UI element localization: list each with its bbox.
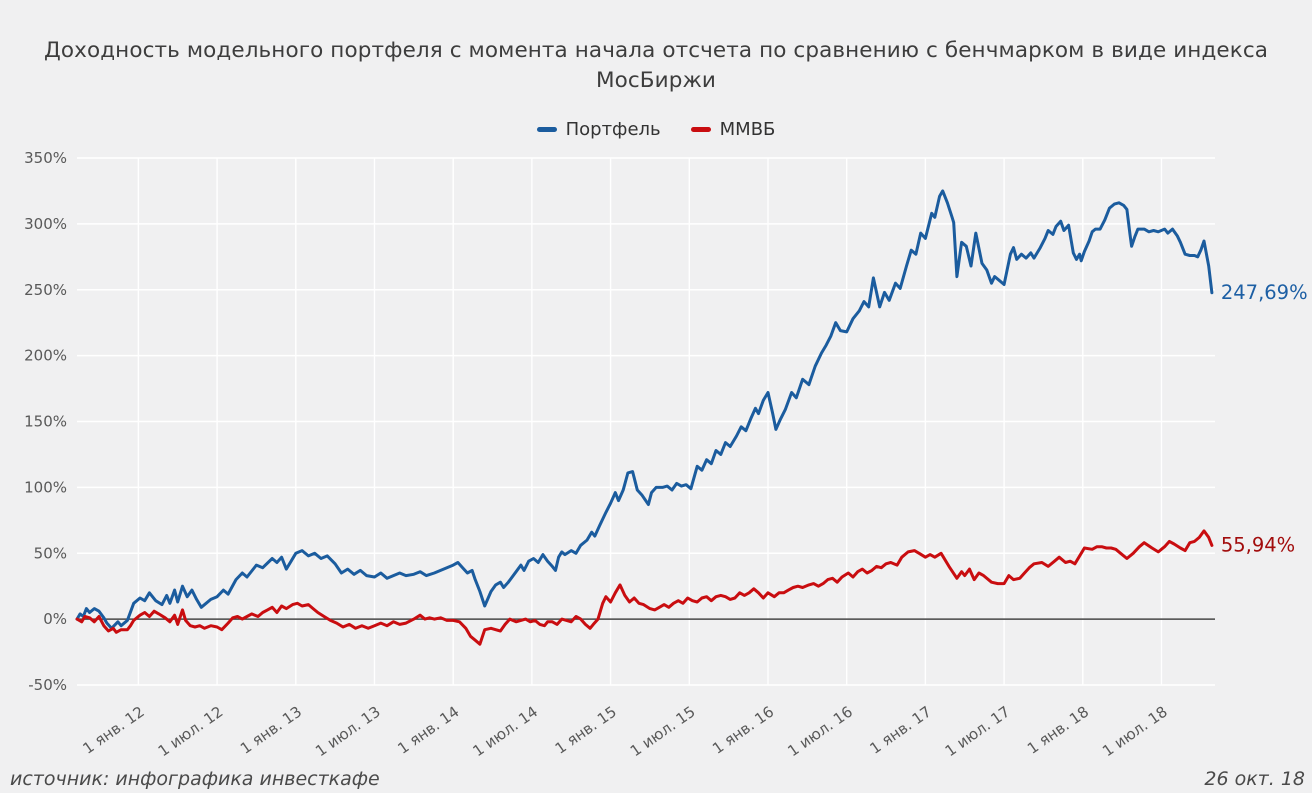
micex-series-swatch (690, 127, 711, 132)
legend-item-micex[interactable]: ММВБ (690, 119, 776, 140)
y-axis-tick-label: 100% (24, 478, 67, 496)
chart-legend: Портфель ММВБ (0, 119, 1312, 140)
legend-item-portfolio[interactable]: Портфель (536, 119, 661, 140)
y-axis-tick-label: 300% (24, 215, 67, 233)
y-axis-tick-label: 250% (24, 281, 67, 299)
legend-label-micex: ММВБ (719, 119, 776, 140)
series-end-label-ММВБ: 55,94% (1221, 533, 1295, 556)
series-line-ММВБ (75, 529, 1214, 646)
y-axis-tick-label: 350% (24, 149, 67, 167)
chart-title: Доходность модельного портфеля с момента… (43, 38, 1269, 93)
series-end-label-Портфель: 247,69% (1221, 281, 1308, 304)
date-note: 26 окт. 18 (1204, 768, 1305, 790)
y-axis-tick-label: 200% (24, 347, 67, 365)
bottom-white-strip (0, 793, 1312, 800)
source-note: источник: инфографика инвесткафе (10, 768, 380, 790)
y-axis-tick-label: -50% (28, 676, 67, 694)
y-axis-tick-label: 50% (34, 544, 67, 562)
series-line-Портфель (75, 189, 1214, 630)
portfolio-series-swatch (536, 127, 557, 132)
legend-label-portfolio: Портфель (565, 119, 661, 140)
y-axis-tick-label: 0% (43, 610, 67, 628)
y-axis-tick-label: 150% (24, 413, 67, 431)
